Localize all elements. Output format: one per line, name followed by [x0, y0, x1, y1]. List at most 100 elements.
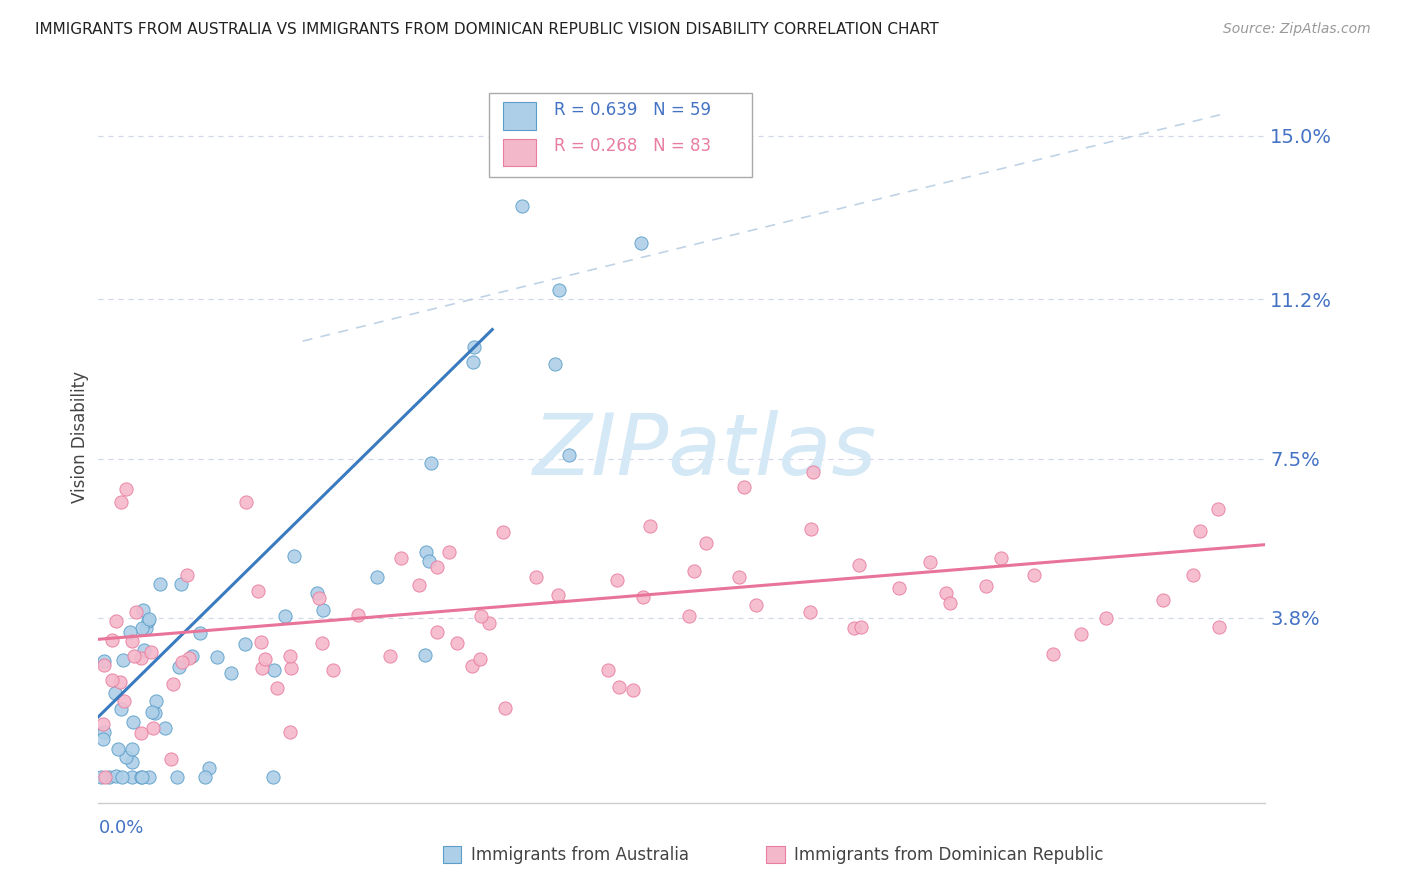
Point	[607, 680, 630, 694]
Point	[167, 660, 190, 674]
Point	[510, 199, 533, 213]
Point	[478, 615, 501, 630]
Text: R = 0.639   N = 59: R = 0.639 N = 59	[554, 102, 710, 120]
Point	[280, 661, 302, 675]
Point	[122, 649, 145, 664]
Point	[247, 584, 270, 599]
Point	[111, 770, 134, 784]
Point	[437, 545, 460, 559]
Point	[94, 770, 117, 784]
Text: Immigrants from Australia: Immigrants from Australia	[471, 846, 689, 863]
Y-axis label: Vision Disability: Vision Disability	[70, 371, 89, 503]
Point	[1095, 610, 1118, 624]
Point	[408, 578, 430, 592]
Text: ZIPatlas: ZIPatlas	[533, 410, 877, 493]
Point	[131, 770, 153, 784]
Point	[308, 591, 330, 606]
Point	[104, 686, 127, 700]
Point	[141, 706, 163, 720]
Point	[461, 658, 484, 673]
Point	[262, 770, 284, 784]
Point	[413, 648, 436, 662]
Point	[129, 726, 152, 740]
Point	[145, 694, 167, 708]
Point	[848, 558, 870, 573]
Point	[366, 570, 388, 584]
Point	[415, 545, 437, 559]
Point	[235, 494, 257, 508]
Point	[939, 596, 962, 610]
Point	[524, 570, 547, 584]
Point	[1042, 647, 1064, 661]
Point	[799, 605, 821, 619]
Point	[170, 577, 193, 591]
Point	[307, 586, 329, 600]
Point	[378, 648, 401, 663]
Text: Immigrants from Dominican Republic: Immigrants from Dominican Republic	[794, 846, 1104, 863]
Text: R = 0.268   N = 83: R = 0.268 N = 83	[554, 137, 710, 155]
Point	[177, 650, 200, 665]
Point	[138, 770, 160, 784]
Point	[120, 625, 142, 640]
Point	[149, 576, 172, 591]
Point	[176, 567, 198, 582]
Point	[108, 675, 131, 690]
Point	[105, 614, 128, 628]
Point	[463, 340, 485, 354]
Point	[463, 355, 485, 369]
Point	[115, 749, 138, 764]
Point	[621, 682, 644, 697]
Point	[181, 648, 204, 663]
Point	[1152, 592, 1174, 607]
Text: Source: ZipAtlas.com: Source: ZipAtlas.com	[1223, 22, 1371, 37]
Point	[419, 456, 441, 470]
Point	[1188, 524, 1211, 538]
Point	[107, 742, 129, 756]
Point	[110, 702, 132, 716]
Point	[548, 283, 571, 297]
Point	[801, 465, 824, 479]
Point	[263, 663, 285, 677]
Point	[1022, 568, 1045, 582]
Point	[322, 663, 344, 677]
Point	[1070, 627, 1092, 641]
Point	[166, 770, 188, 784]
Point	[278, 725, 301, 739]
Point	[728, 570, 751, 584]
Point	[142, 721, 165, 735]
Point	[155, 721, 177, 735]
Point	[683, 564, 706, 578]
Point	[418, 554, 440, 568]
Point	[205, 649, 228, 664]
Point	[136, 614, 159, 628]
Point	[1208, 619, 1230, 633]
Point	[121, 741, 143, 756]
Point	[135, 621, 157, 635]
Point	[974, 579, 997, 593]
Point	[918, 555, 941, 569]
Point	[266, 681, 288, 695]
Point	[426, 625, 449, 640]
Point	[101, 632, 124, 647]
Point	[132, 603, 155, 617]
Point	[312, 603, 335, 617]
Point	[121, 770, 143, 784]
Point	[129, 770, 152, 784]
Point	[547, 588, 569, 602]
Point	[389, 550, 412, 565]
Point	[104, 769, 127, 783]
Point	[678, 609, 700, 624]
Text: IMMIGRANTS FROM AUSTRALIA VS IMMIGRANTS FROM DOMINICAN REPUBLIC VISION DISABILIT: IMMIGRANTS FROM AUSTRALIA VS IMMIGRANTS …	[35, 22, 939, 37]
Point	[1181, 568, 1204, 582]
Point	[93, 658, 115, 673]
Point	[138, 611, 160, 625]
Point	[90, 770, 112, 784]
Point	[347, 608, 370, 623]
Point	[114, 694, 136, 708]
Point	[733, 480, 755, 494]
Point	[125, 605, 148, 619]
Point	[557, 448, 579, 462]
Point	[470, 609, 492, 624]
Point	[134, 642, 156, 657]
Point	[122, 715, 145, 730]
